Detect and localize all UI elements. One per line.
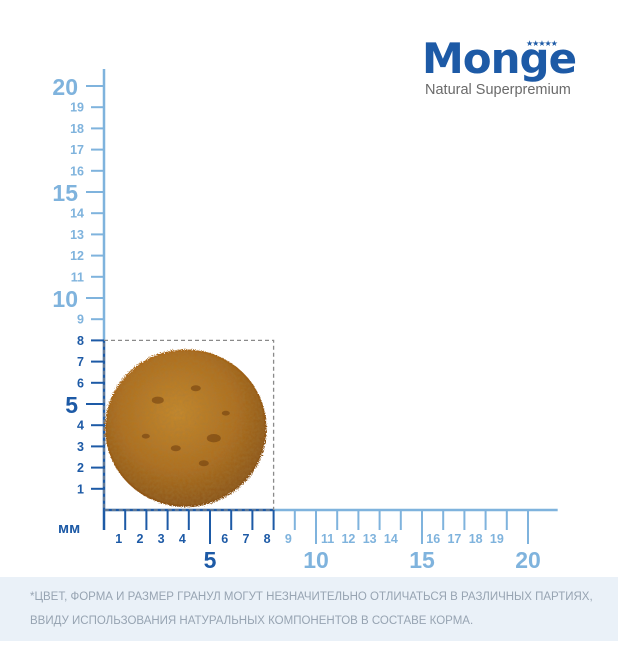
- x-tick-label: 13: [363, 532, 377, 546]
- x-tick-label: 15: [409, 547, 435, 573]
- x-tick-label: 1: [115, 532, 122, 546]
- disclaimer-line-2: ВВИДУ ИСПОЛЬЗОВАНИЯ НАТУРАЛЬНЫХ КОМПОНЕН…: [30, 615, 474, 627]
- brand-tagline: Natural Superpremium: [425, 82, 571, 98]
- kibble-texture: [107, 351, 265, 506]
- brand-name: Monge: [422, 34, 577, 83]
- y-tick-label: 1: [77, 482, 84, 496]
- kibble-spot: [141, 433, 150, 439]
- x-tick-label: 11: [321, 532, 334, 546]
- y-tick-label: 16: [70, 164, 84, 178]
- y-tick-label: 13: [70, 228, 84, 242]
- kibble-spot: [221, 410, 230, 416]
- y-tick-label: 6: [77, 376, 84, 390]
- y-tick-label: 8: [77, 334, 84, 348]
- x-tick-label: 5: [204, 547, 217, 573]
- x-tick-label: 2: [136, 532, 143, 546]
- x-tick-label: 8: [264, 532, 271, 546]
- y-tick-label: 11: [71, 270, 84, 284]
- x-tick-label: 16: [426, 532, 440, 546]
- x-tick-label: 18: [469, 532, 483, 546]
- x-tick-label: 17: [447, 532, 461, 546]
- ticks: [86, 85, 529, 544]
- kibble-image: [103, 339, 275, 511]
- y-tick-label: 9: [77, 313, 84, 327]
- unit-label: мм: [58, 520, 80, 537]
- x-tick-label: 7: [242, 532, 249, 546]
- y-tick-label: 5: [65, 392, 78, 418]
- x-tick-label: 19: [490, 532, 504, 546]
- y-tick-label: 3: [77, 440, 84, 454]
- y-tick-label: 12: [70, 249, 84, 263]
- kibble-frame: [103, 339, 275, 511]
- x-tick-label: 4: [179, 532, 186, 546]
- y-tick-label: 20: [52, 74, 78, 100]
- y-tick-label: 10: [52, 286, 78, 312]
- stars-icon: ★★★★★: [526, 39, 558, 48]
- x-tick-label: 14: [384, 532, 398, 546]
- kibble-spot: [151, 396, 164, 404]
- y-tick-label: 17: [70, 143, 84, 157]
- x-tick-label: 3: [158, 532, 165, 546]
- y-tick-label: 14: [70, 207, 84, 221]
- y-tick-label: 4: [77, 419, 84, 433]
- x-tick-label: 20: [515, 547, 541, 573]
- kibble-spot: [198, 460, 209, 467]
- y-tick-label: 18: [70, 122, 84, 136]
- x-tick-label: 12: [341, 532, 355, 546]
- y-tick-label: 15: [52, 180, 78, 206]
- x-tick-label: 9: [285, 532, 292, 546]
- brand-logo: ★★★★★ Monge Natural Superpremium: [422, 34, 592, 99]
- y-tick-label: 7: [77, 355, 84, 369]
- y-tick-label: 19: [70, 101, 84, 115]
- kibble-spot: [206, 434, 221, 443]
- kibble-spot: [170, 445, 181, 452]
- disclaimer-line-1: *ЦВЕТ, ФОРМА И РАЗМЕР ГРАНУЛ МОГУТ НЕЗНА…: [30, 591, 593, 603]
- kibble-spot: [190, 385, 201, 392]
- disclaimer-note: *ЦВЕТ, ФОРМА И РАЗМЕР ГРАНУЛ МОГУТ НЕЗНА…: [0, 577, 618, 641]
- x-tick-label: 6: [221, 532, 228, 546]
- y-tick-label: 2: [77, 461, 84, 475]
- x-tick-label: 10: [303, 547, 329, 573]
